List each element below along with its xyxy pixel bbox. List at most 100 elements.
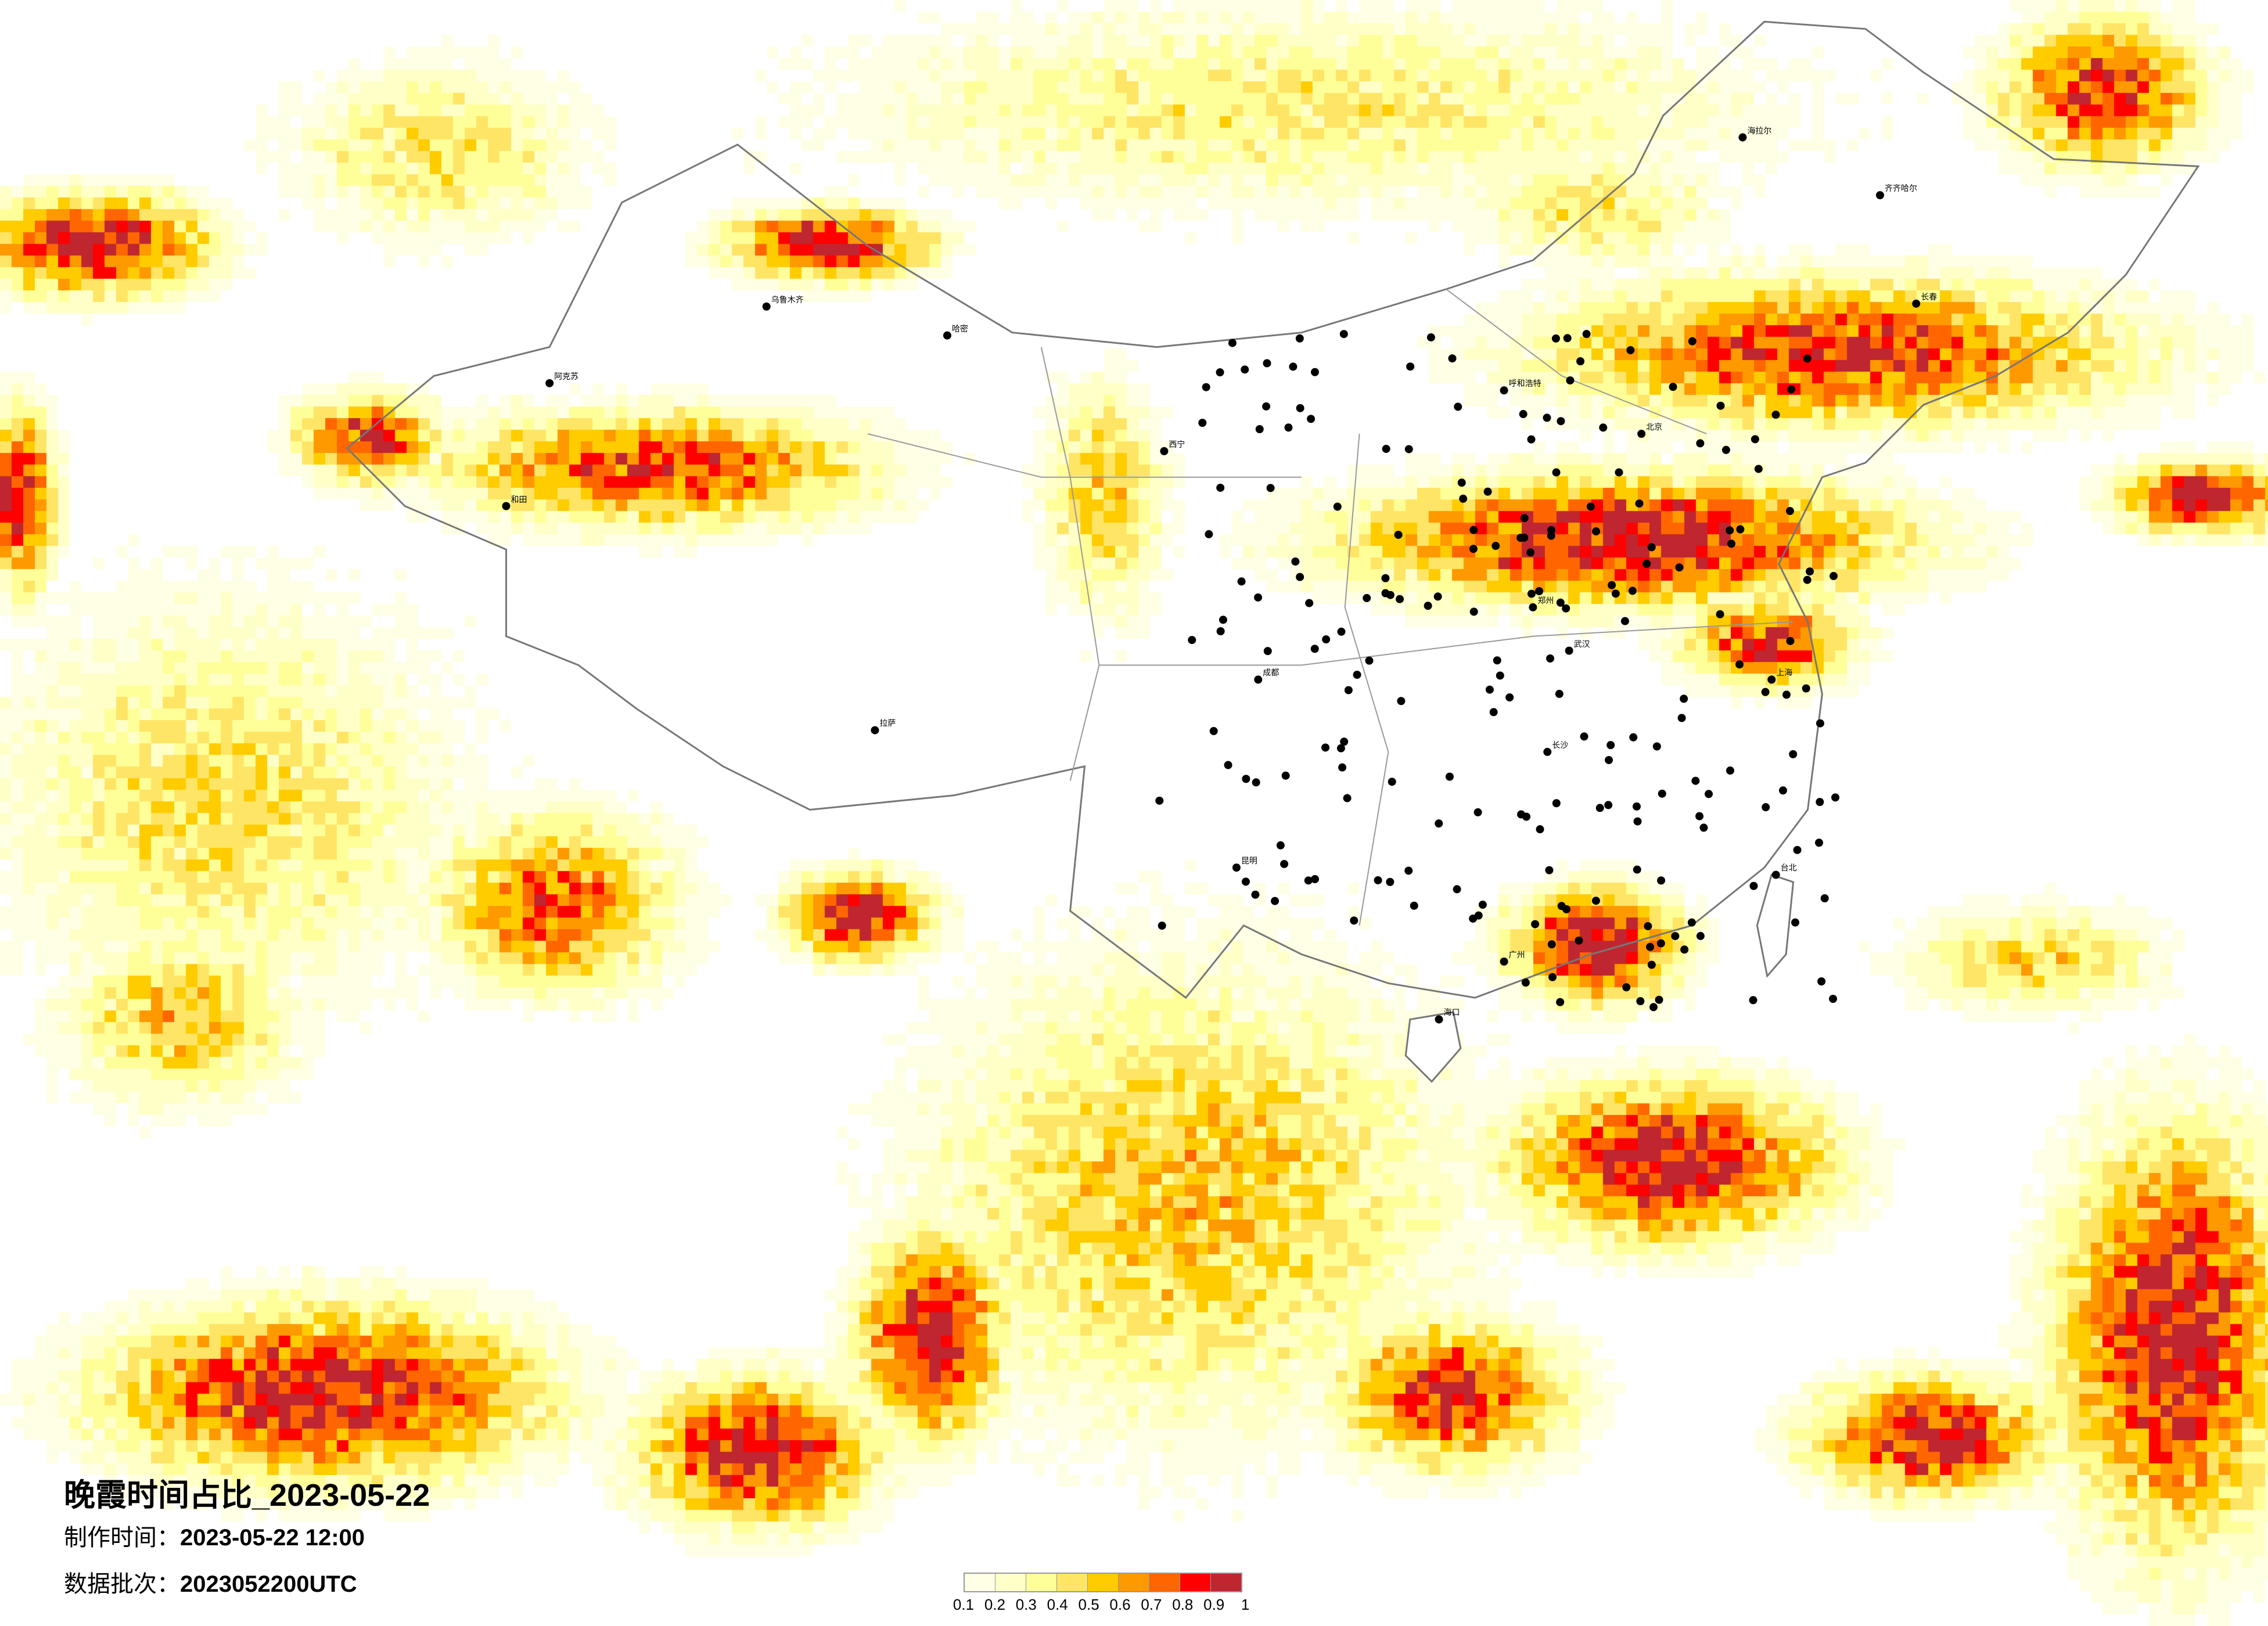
legend-swatch [965,1574,995,1591]
city-dot [1806,567,1814,576]
city-dot [1599,423,1608,432]
city-dot [1311,875,1320,883]
city-dot [1830,571,1838,580]
city-dot [1687,918,1696,927]
city-label: 乌鲁木齐 [771,294,804,304]
city-dot [1205,530,1213,538]
city-dot [1658,789,1666,798]
city-dot [1586,502,1595,511]
city-dot [1721,445,1730,454]
city-dot [1344,686,1353,695]
city-dot [1535,587,1544,596]
city-dot [1491,542,1500,551]
city-dot [1582,330,1591,339]
city-dot [1394,530,1403,539]
city-dot [1505,693,1514,702]
city-dot [1629,733,1638,742]
city-dot [1636,997,1645,1006]
city-dot [1337,627,1346,636]
city-label: 北京 [1646,422,1663,431]
city-dot [1620,617,1629,625]
city-dot [1626,346,1635,355]
legend-swatch [1057,1574,1088,1591]
city-dot [1263,647,1272,656]
china-outline [346,20,2200,999]
city-label: 呼和浩特 [1508,379,1541,388]
city-dot [1803,575,1811,584]
city-dot [1563,334,1572,343]
city-dot [1644,922,1652,930]
city-dot [1608,581,1616,589]
legend-tick: 0.4 [1047,1596,1068,1613]
city-dot [1520,533,1529,542]
city-dot [1642,559,1651,568]
city-dot [1500,386,1508,395]
city-dot [1254,593,1263,602]
city-dot [1410,901,1418,910]
city-dot [1219,616,1227,624]
production-time-label: 制作时间： [64,1524,180,1551]
city-dot [1386,591,1394,599]
city-dot [1696,439,1705,448]
city-dot [1404,866,1413,875]
city-dot [1803,354,1811,363]
city-dot [1493,656,1501,665]
city-label: 海口 [1443,1008,1460,1017]
city-dot [1333,502,1342,511]
city-dot [1680,695,1688,703]
city-label: 哈密 [951,323,968,333]
city-dot [1595,804,1604,812]
city-label: 海拉尔 [1747,125,1772,135]
city-dot [1527,435,1536,444]
legend-swatch [995,1574,1026,1591]
city-dot [1647,961,1656,969]
city-dot [502,502,511,510]
city-dot [1831,793,1840,802]
city-dot [1735,660,1744,669]
city-dot [1816,798,1824,807]
city-dot [1771,870,1780,879]
city-dots [502,133,1921,1024]
city-dot [1605,756,1613,764]
legend-swatch [1149,1574,1180,1591]
city-dot [1688,337,1696,346]
city-dot [1252,778,1260,787]
city-dot [1433,592,1442,601]
city-dot [1338,763,1347,772]
city-dot [1500,957,1508,966]
city-label: 郑州 [1537,595,1554,605]
city-dot [1295,334,1304,343]
city-dot [1350,916,1358,925]
city-dot [1529,603,1537,611]
legend-swatch [1119,1574,1149,1591]
legend-swatch [1211,1574,1241,1591]
city-dot [871,726,879,735]
city-dot [1160,447,1169,455]
city-dot [1406,362,1415,371]
city-dot [1767,675,1776,684]
city-dot [1445,772,1454,781]
legend-tick: 0.2 [984,1596,1005,1613]
city-dot [1339,330,1348,339]
legend-tick: 0.1 [953,1596,975,1613]
city-dot [1548,973,1557,981]
city-dot [1388,778,1396,786]
city-dot [1566,376,1575,385]
city-dot [1782,690,1791,699]
city-dot [1785,506,1794,515]
city-dot [1522,812,1531,821]
city-dot [1778,786,1787,795]
legend-tick: 0.3 [1015,1596,1037,1613]
city-dot [1310,645,1319,653]
city-dot [1611,589,1620,598]
city-dot [1404,445,1413,454]
city-dot [1716,610,1724,618]
city-dot [1435,819,1443,828]
city-dot [1669,383,1677,391]
province-border [867,433,1302,478]
city-dot [1762,803,1770,812]
city-dot [1649,1003,1658,1012]
city-dot [1251,890,1260,899]
city-dot [1580,732,1588,741]
city-dot [1448,354,1457,363]
